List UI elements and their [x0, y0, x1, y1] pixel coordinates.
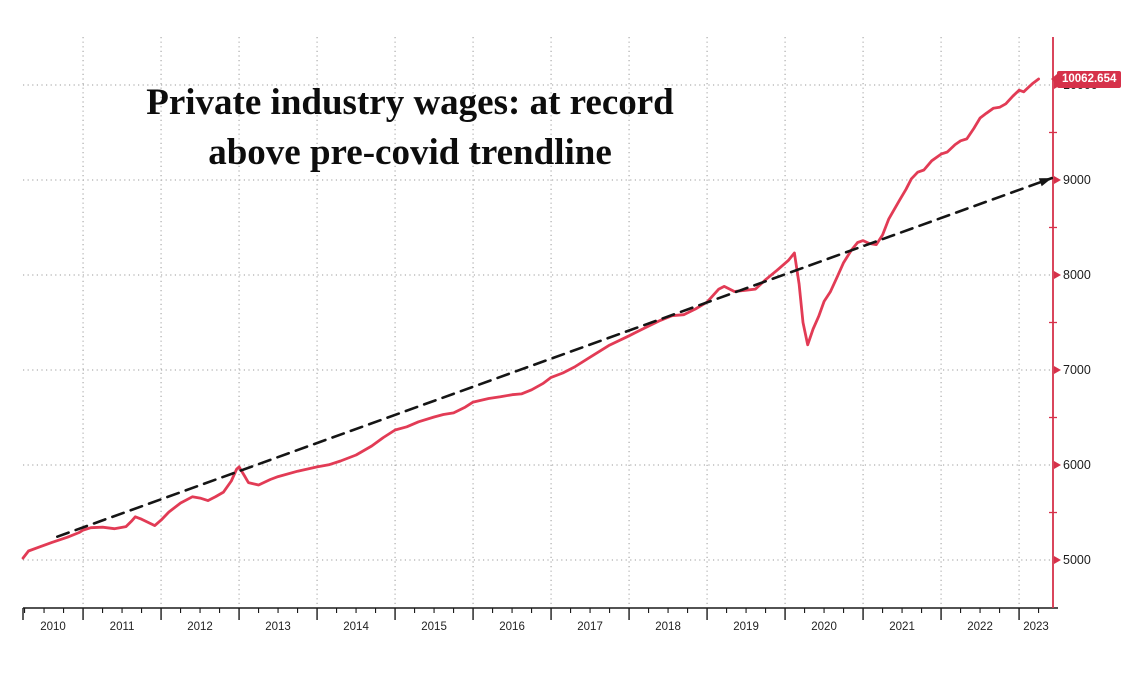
x-tick-label-2014: 2014: [343, 621, 369, 633]
y-major-tick-arrow-7000: [1054, 366, 1061, 375]
series-pre-covid-trendline: [56, 176, 1054, 538]
last-value-text: 10062.654: [1062, 72, 1117, 85]
chart-title: Private industry wages: at record above …: [55, 78, 765, 178]
x-tick-label-2013: 2013: [265, 621, 291, 633]
last-value-badge: 10062.654: [1051, 70, 1122, 88]
x-tick-label-2017: 2017: [577, 621, 603, 633]
x-tick-label-2023: 2023: [1023, 621, 1049, 633]
series-private-industry-wages: [21, 77, 1040, 560]
x-tick-label-2012: 2012: [187, 621, 213, 633]
last-value-badge-notch-icon: [1051, 73, 1057, 84]
x-tick-label-2010: 2010: [40, 621, 66, 633]
trendline-arrowhead-icon: [1038, 178, 1052, 187]
x-tick-label-2022: 2022: [967, 621, 993, 633]
x-tick-label-2016: 2016: [499, 621, 525, 633]
chart-title-line-2: above pre-covid trendline: [208, 132, 612, 173]
y-tick-label-8000: 8000: [1063, 267, 1091, 282]
y-major-tick-arrow-5000: [1054, 556, 1061, 565]
y-major-tick-arrow-6000: [1054, 461, 1061, 470]
x-tick-label-2015: 2015: [421, 621, 447, 633]
y-tick-label-5000: 5000: [1063, 553, 1091, 568]
x-tick-label-2011: 2011: [109, 621, 135, 633]
y-tick-label-9000: 9000: [1063, 172, 1091, 187]
x-tick-label-2021: 2021: [889, 621, 915, 633]
y-major-tick-arrow-8000: [1054, 270, 1061, 279]
y-tick-label-7000: 7000: [1063, 363, 1091, 377]
x-tick-label-2020: 2020: [811, 621, 837, 633]
y-major-tick-arrow-9000: [1054, 175, 1061, 184]
x-tick-label-2018: 2018: [655, 621, 681, 633]
chart-title-line-1: Private industry wages: at record: [146, 82, 674, 123]
y-tick-label-6000: 6000: [1063, 458, 1091, 472]
x-tick-label-2019: 2019: [733, 621, 759, 633]
